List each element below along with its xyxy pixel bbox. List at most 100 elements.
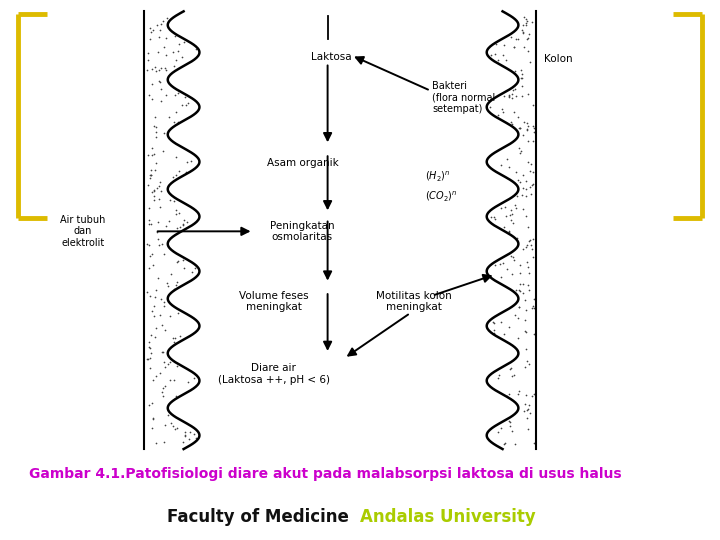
Point <box>518 13 529 22</box>
Point <box>526 190 537 198</box>
Point <box>182 98 194 107</box>
Point <box>175 222 186 231</box>
Point <box>159 64 171 72</box>
Point <box>521 35 532 43</box>
Point <box>152 235 163 244</box>
Point <box>521 177 532 186</box>
Text: Asam organik: Asam organik <box>266 158 338 168</box>
Text: Motilitas kolon
meningkat: Motilitas kolon meningkat <box>376 291 452 313</box>
Point <box>505 215 517 224</box>
Point <box>150 333 161 341</box>
Point <box>161 279 173 288</box>
Point <box>516 70 528 78</box>
Point <box>169 91 181 99</box>
Point <box>498 51 509 59</box>
Point <box>498 440 509 449</box>
Point <box>500 438 511 447</box>
Point <box>485 213 497 222</box>
Point <box>142 66 153 75</box>
Point <box>171 56 182 64</box>
Point <box>522 405 534 414</box>
Point <box>521 212 532 220</box>
Point <box>174 208 185 217</box>
Point <box>524 183 536 192</box>
Point <box>171 423 183 432</box>
Point <box>150 324 161 333</box>
Point <box>504 422 516 430</box>
Point <box>518 288 529 297</box>
Point <box>152 274 163 282</box>
Point <box>527 235 539 244</box>
Point <box>521 126 533 135</box>
Point <box>528 180 539 189</box>
Point <box>528 390 540 399</box>
Point <box>150 133 162 141</box>
Point <box>163 376 175 384</box>
Point <box>179 427 191 436</box>
Point <box>160 34 171 43</box>
Point <box>509 42 521 51</box>
Point <box>527 101 539 110</box>
Point <box>186 268 198 276</box>
Point <box>508 256 519 265</box>
Point <box>163 112 175 121</box>
Point <box>521 345 532 353</box>
Text: Diare air
(Laktosa ++, pH < 6): Diare air (Laktosa ++, pH < 6) <box>217 363 330 385</box>
Point <box>491 40 503 49</box>
Point <box>509 440 521 448</box>
Point <box>148 302 160 310</box>
Point <box>146 187 158 196</box>
Point <box>145 363 156 372</box>
Point <box>521 240 533 249</box>
Point <box>498 91 510 100</box>
Point <box>526 245 538 254</box>
Point <box>145 349 157 357</box>
Point <box>516 73 528 82</box>
Point <box>510 203 522 212</box>
Point <box>516 91 528 100</box>
Point <box>523 47 534 56</box>
Point <box>164 312 176 320</box>
Point <box>168 375 180 384</box>
Point <box>528 330 539 339</box>
Point <box>515 269 526 278</box>
Point <box>184 435 195 444</box>
Point <box>190 45 202 53</box>
Point <box>518 118 530 126</box>
Point <box>522 281 534 289</box>
Point <box>510 167 521 176</box>
Point <box>514 286 526 294</box>
Point <box>173 118 184 127</box>
Point <box>147 80 158 89</box>
Point <box>528 295 539 303</box>
Point <box>162 282 174 291</box>
Point <box>497 105 508 114</box>
Point <box>144 353 156 362</box>
Point <box>156 240 168 248</box>
Point <box>521 17 533 25</box>
Point <box>505 364 516 373</box>
Point <box>158 384 169 393</box>
Point <box>492 374 504 382</box>
Point <box>166 418 177 427</box>
Point <box>141 240 153 248</box>
Point <box>495 424 507 433</box>
Point <box>173 47 184 56</box>
Point <box>523 263 534 272</box>
Point <box>172 256 184 265</box>
Point <box>517 280 528 288</box>
Point <box>521 406 533 414</box>
Point <box>171 210 182 218</box>
Point <box>170 107 181 116</box>
Point <box>146 94 158 103</box>
Point <box>171 171 182 179</box>
Point <box>162 411 174 420</box>
Point <box>505 32 516 41</box>
Point <box>523 237 535 245</box>
Point <box>516 65 527 74</box>
Point <box>169 425 181 434</box>
Point <box>511 234 523 242</box>
Point <box>171 278 183 286</box>
Point <box>501 265 513 274</box>
Point <box>181 100 192 109</box>
